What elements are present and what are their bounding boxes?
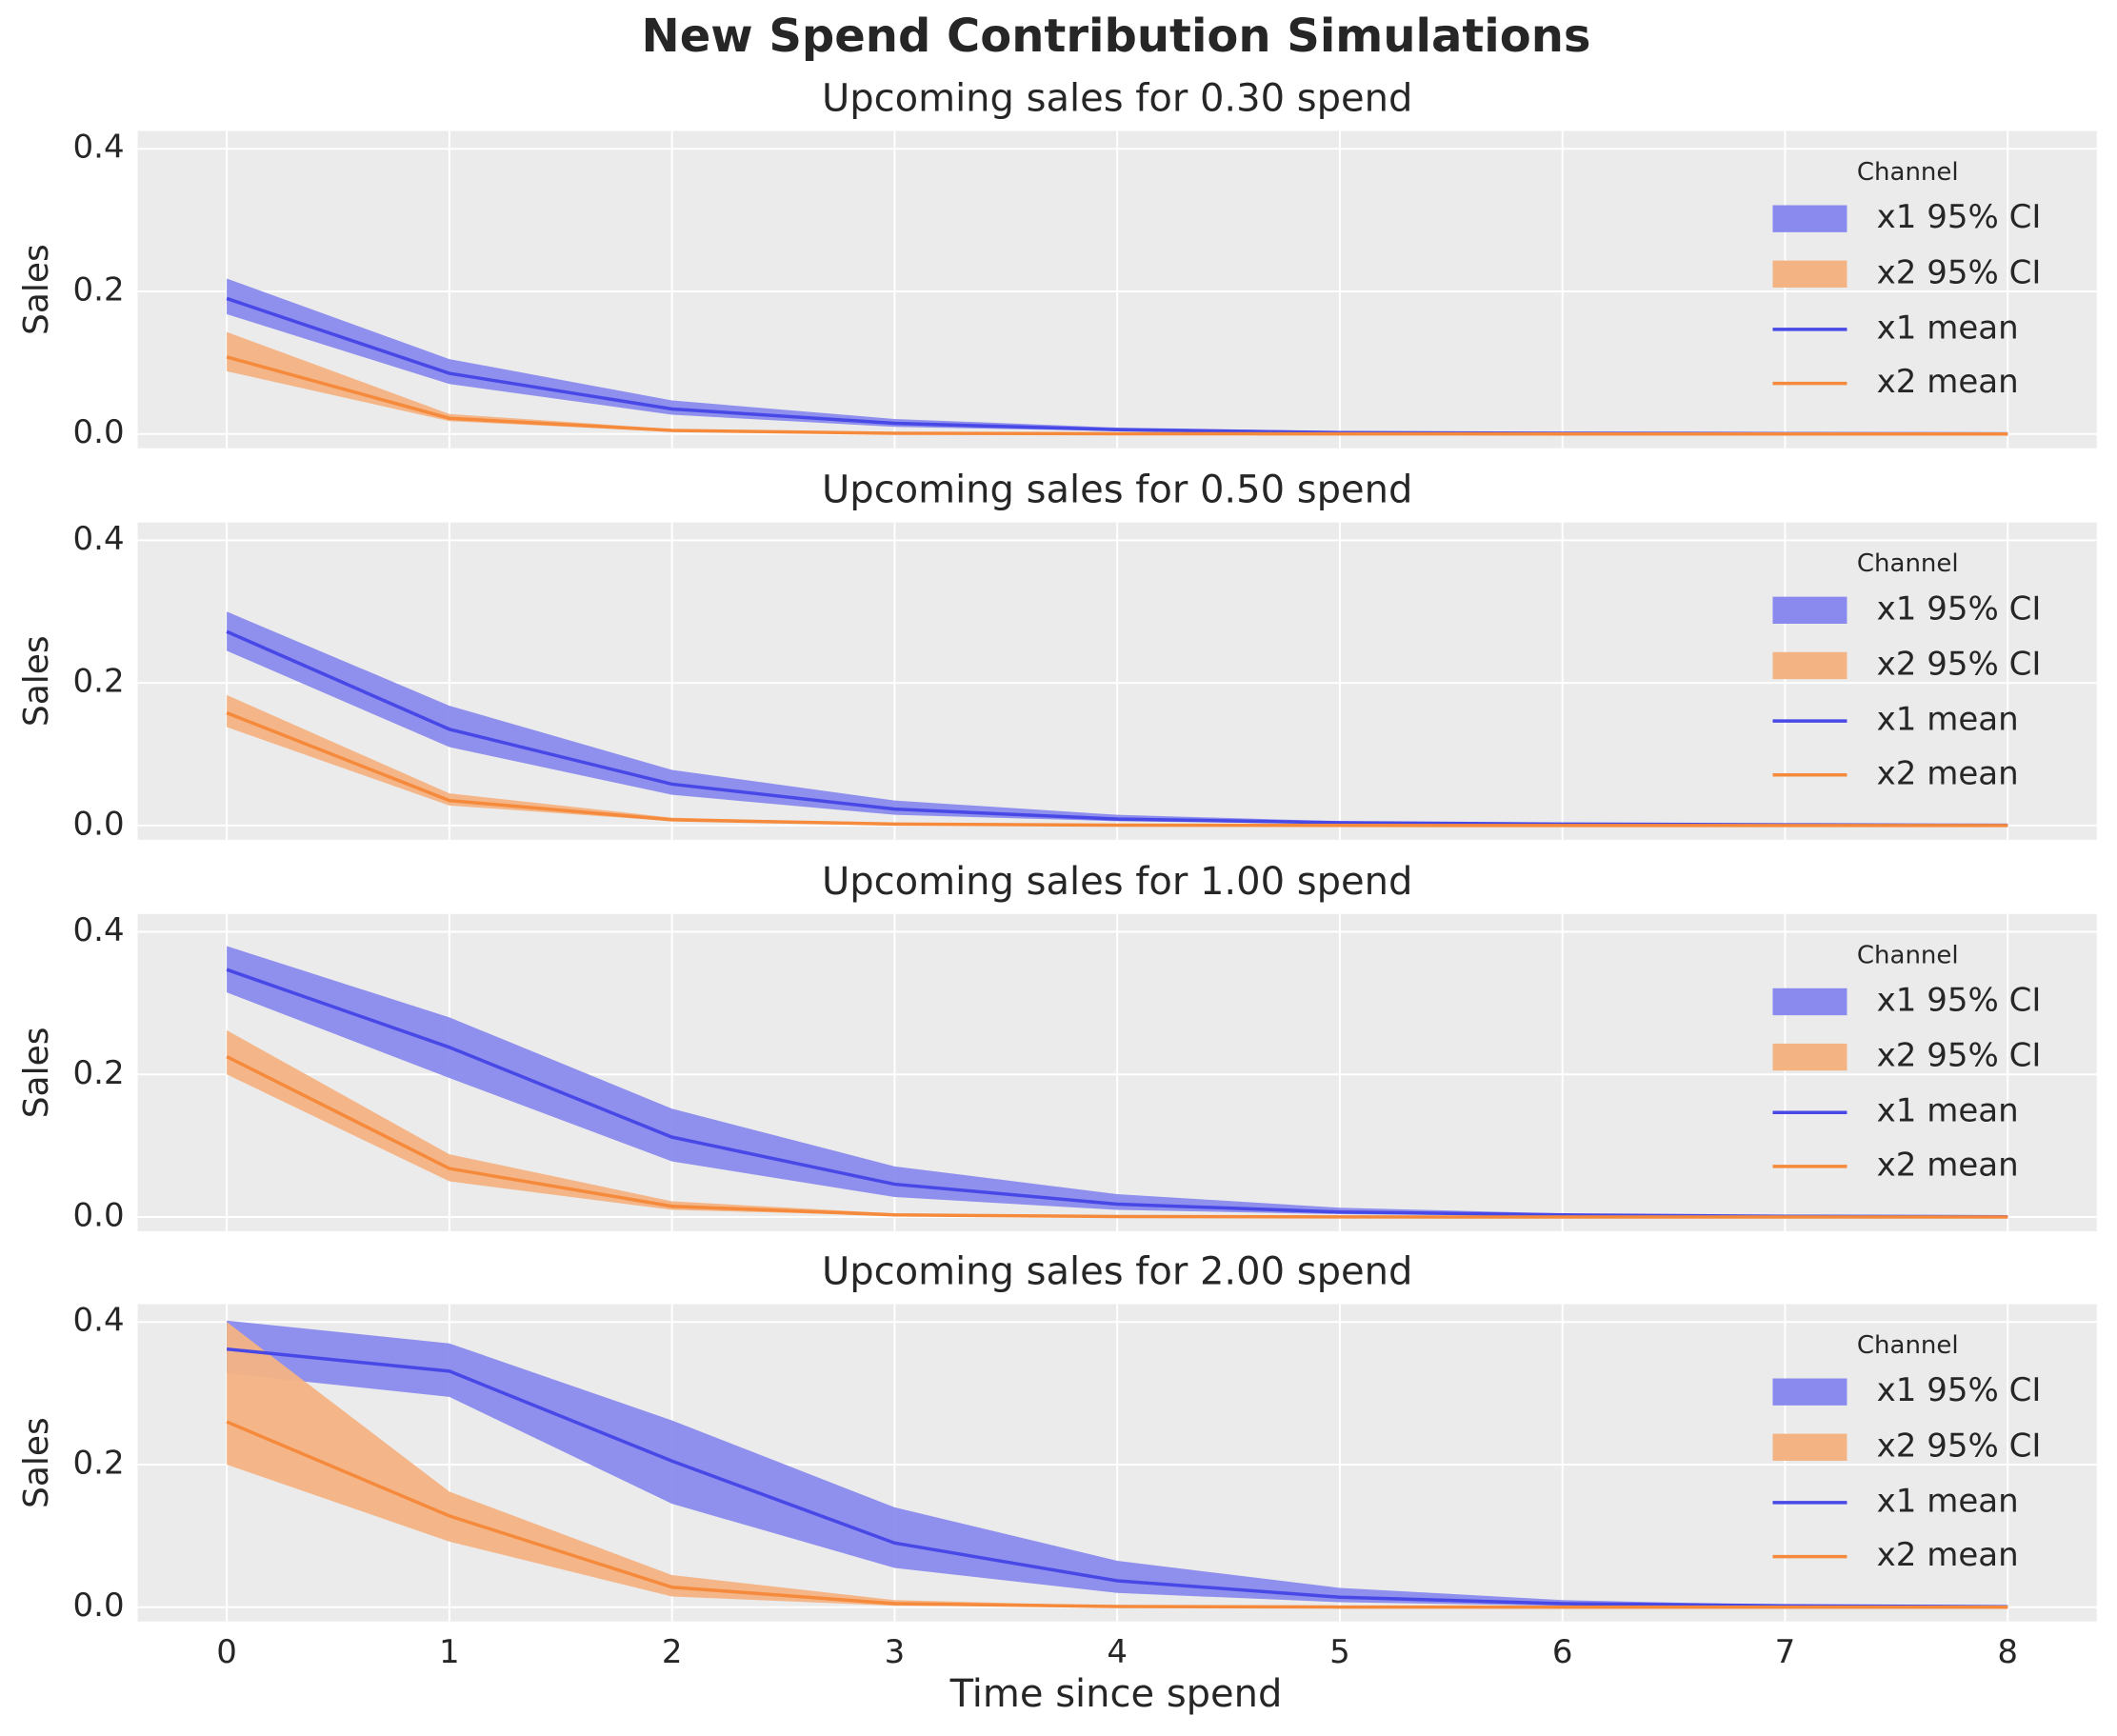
legend-label: x2 95% CI bbox=[1877, 1037, 2042, 1075]
y-tick-label: 0.2 bbox=[73, 270, 125, 309]
figure-title: New Spend Contribution Simulations bbox=[642, 10, 1591, 63]
x-tick-label: 7 bbox=[1775, 1633, 1796, 1671]
y-tick-label: 0.0 bbox=[73, 1586, 125, 1625]
x-axis-label: Time since spend bbox=[949, 1672, 1283, 1716]
legend-swatch bbox=[1772, 596, 1847, 624]
legend-label: x2 mean bbox=[1877, 754, 2019, 792]
x-tick-label: 0 bbox=[216, 1633, 237, 1671]
legend-swatch bbox=[1772, 205, 1847, 232]
y-tick-label: 0.0 bbox=[73, 413, 125, 451]
legend-swatch bbox=[1772, 1043, 1847, 1071]
x-tick-label: 1 bbox=[439, 1633, 460, 1671]
mean-line bbox=[226, 1054, 2008, 1219]
subplot-title: Upcoming sales for 1.00 spend bbox=[822, 860, 1412, 904]
legend-label: x2 95% CI bbox=[1877, 253, 2042, 291]
legend-label: x1 95% CI bbox=[1877, 198, 2042, 236]
legend-title: Channel bbox=[1857, 1331, 1959, 1360]
y-axis-label: Sales bbox=[17, 635, 56, 727]
legend-title: Channel bbox=[1857, 158, 1959, 187]
mean-line bbox=[226, 1420, 2008, 1609]
y-tick-label: 0.4 bbox=[73, 1302, 125, 1340]
subplot: Upcoming sales for 1.00 spend Sales 0.0 0.2… bbox=[17, 860, 2097, 1234]
y-axis-label: Sales bbox=[17, 1027, 56, 1118]
legend-label: x2 95% CI bbox=[1877, 1427, 2042, 1465]
subplot: Upcoming sales for 2.00 spend Sales 0.0 0.2… bbox=[17, 1250, 2097, 1671]
legend-title: Channel bbox=[1857, 549, 1959, 578]
ci-band bbox=[227, 946, 2008, 1217]
legend-label: x2 95% CI bbox=[1877, 645, 2042, 683]
x-tick-label: 8 bbox=[1997, 1633, 2018, 1671]
y-tick-label: 0.0 bbox=[73, 1196, 125, 1234]
legend-label: x1 95% CI bbox=[1877, 981, 2042, 1019]
x-tick-label: 6 bbox=[1552, 1633, 1573, 1671]
y-tick-label: 0.2 bbox=[73, 1054, 125, 1092]
subplot-title: Upcoming sales for 0.30 spend bbox=[822, 77, 1412, 121]
subplot: Upcoming sales for 0.30 spend Sales 0.0 0.2… bbox=[17, 77, 2097, 451]
y-tick-label: 0.0 bbox=[73, 805, 125, 843]
legend-swatch bbox=[1772, 988, 1847, 1016]
y-axis-label: Sales bbox=[17, 244, 56, 335]
subplot: Upcoming sales for 0.50 spend Sales 0.0 0.2… bbox=[17, 469, 2097, 843]
mean-line bbox=[226, 1347, 2008, 1609]
mean-line bbox=[226, 355, 2008, 436]
legend-label: x1 95% CI bbox=[1877, 589, 2042, 628]
subplot-title: Upcoming sales for 2.00 spend bbox=[822, 1250, 1412, 1294]
legend-label: x2 mean bbox=[1877, 1536, 2019, 1574]
x-tick-label: 4 bbox=[1107, 1633, 1128, 1671]
legend-label: x1 95% CI bbox=[1877, 1371, 2042, 1409]
ci-band bbox=[227, 611, 2008, 826]
legend-label: x1 mean bbox=[1877, 701, 2019, 739]
mean-line bbox=[226, 710, 2008, 828]
x-tick-label: 2 bbox=[662, 1633, 683, 1671]
y-tick-label: 0.4 bbox=[73, 129, 125, 167]
legend-swatch bbox=[1772, 651, 1847, 680]
ci-band bbox=[227, 1320, 2008, 1607]
legend-label: x1 mean bbox=[1877, 309, 2019, 347]
legend-swatch bbox=[1772, 1378, 1847, 1406]
y-axis-label: Sales bbox=[17, 1417, 56, 1508]
x-tick-label: 5 bbox=[1329, 1633, 1350, 1671]
y-tick-label: 0.2 bbox=[73, 663, 125, 701]
y-tick-label: 0.2 bbox=[73, 1444, 125, 1482]
legend-swatch bbox=[1772, 1433, 1847, 1461]
legend-label: x2 mean bbox=[1877, 1146, 2019, 1184]
legend-label: x1 mean bbox=[1877, 1092, 2019, 1130]
y-tick-label: 0.4 bbox=[73, 911, 125, 949]
legend-swatch bbox=[1772, 260, 1847, 288]
subplot-title: Upcoming sales for 0.50 spend bbox=[822, 469, 1412, 512]
legend-label: x1 mean bbox=[1877, 1482, 2019, 1520]
y-tick-label: 0.4 bbox=[73, 520, 125, 558]
legend-label: x2 mean bbox=[1877, 363, 2019, 401]
x-tick-label: 3 bbox=[885, 1633, 906, 1671]
legend-title: Channel bbox=[1857, 941, 1959, 969]
